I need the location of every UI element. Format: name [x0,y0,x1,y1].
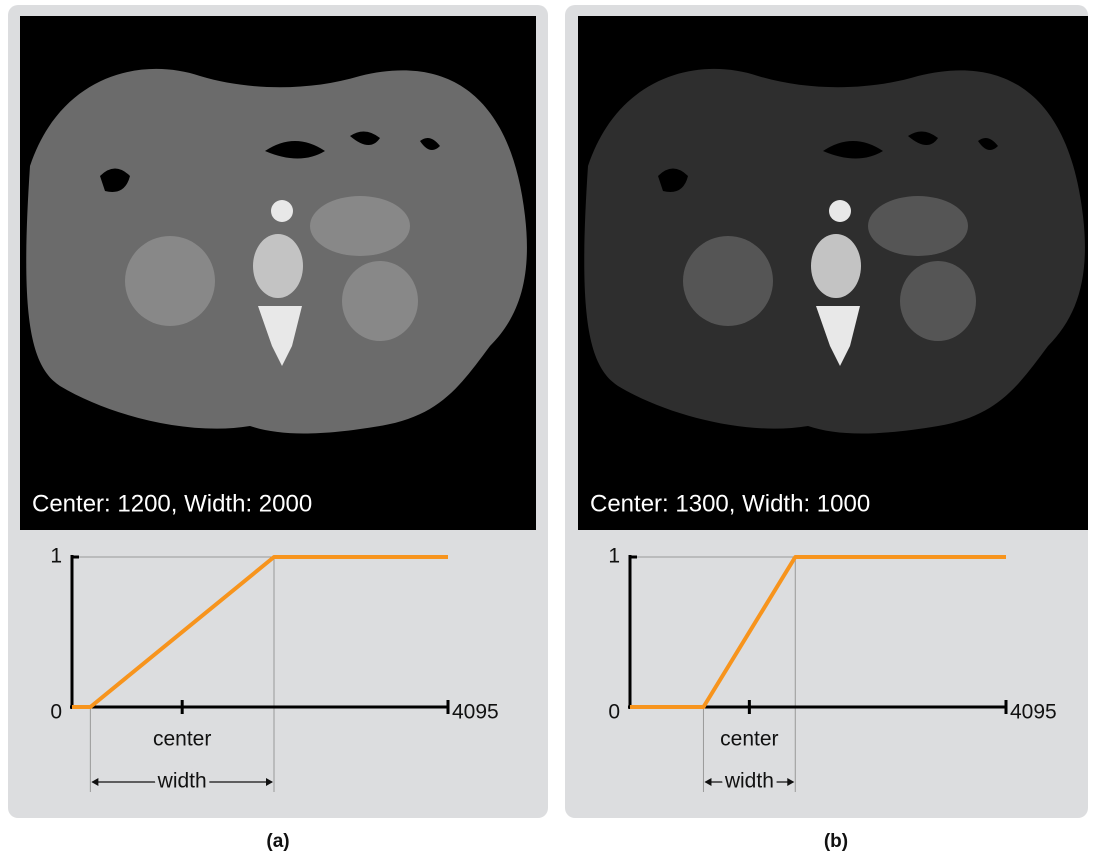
ct-image [578,16,1088,530]
y-tick-label: 0 [50,701,62,724]
image-caption: Center: 1200, Width: 2000 [32,490,312,517]
annotation-label: width [724,770,774,793]
image-caption: Center: 1300, Width: 1000 [590,490,870,517]
x-tick-label: 4095 [452,701,499,724]
y-tick-label: 1 [608,545,620,568]
x-tick-label: center [153,728,211,751]
x-tick-label: center [720,728,778,751]
y-tick-label: 0 [608,701,620,724]
annotation-label: width [157,770,207,793]
ct-image [20,16,536,530]
y-tick-label: 1 [50,545,62,568]
x-tick-label: 4095 [1010,701,1057,724]
panel-label: (a) [266,831,289,852]
panel-label: (b) [824,831,848,852]
figure: Center: 1200, Width: 2000 (a) width 0 1 cente… [0,0,1096,855]
